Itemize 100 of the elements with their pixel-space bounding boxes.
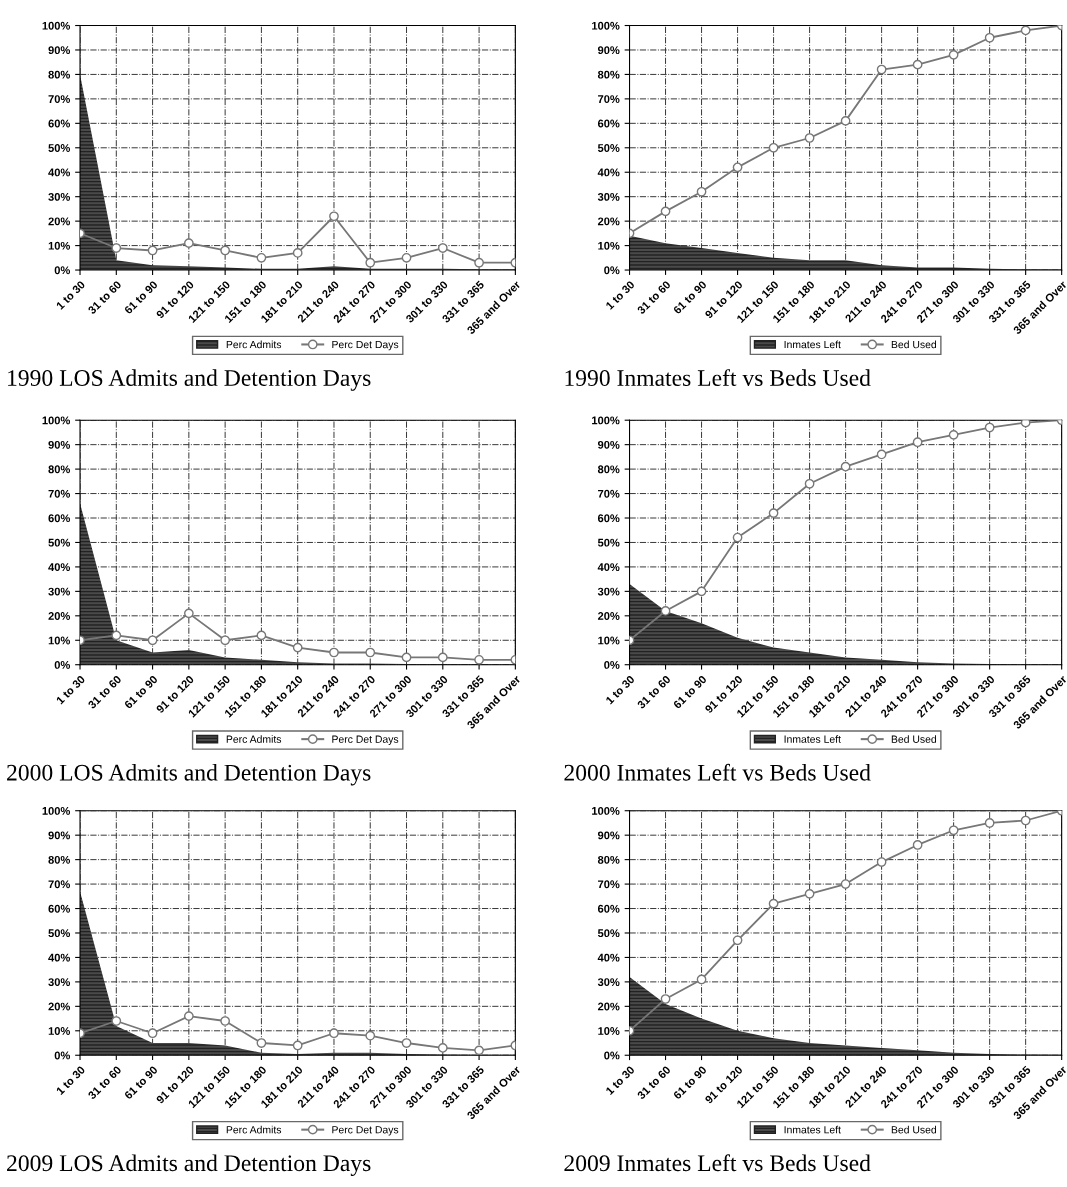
y-tick-label: 90% bbox=[597, 46, 620, 55]
point bbox=[696, 186, 707, 197]
y-tick-label: 50% bbox=[597, 929, 620, 938]
y-tick-label: 60% bbox=[597, 119, 620, 128]
point bbox=[437, 243, 448, 253]
y-tick-label: 70% bbox=[598, 489, 620, 498]
x-tick-label: 31 to 60 bbox=[87, 280, 122, 315]
legend-label: Perc Det Days bbox=[332, 735, 399, 745]
point bbox=[876, 64, 887, 75]
legend-label: Bed Used bbox=[891, 735, 937, 743]
x-tick-label: 1 to 30 bbox=[55, 1065, 86, 1096]
y-tick-label: 0% bbox=[604, 266, 620, 275]
y-tick-label: 40% bbox=[48, 168, 71, 177]
point bbox=[948, 430, 959, 440]
point bbox=[256, 630, 267, 641]
y-tick-label: 10% bbox=[598, 1027, 620, 1035]
y-tick-label: 80% bbox=[597, 465, 620, 474]
point bbox=[111, 243, 122, 253]
point bbox=[876, 857, 887, 867]
point bbox=[732, 935, 743, 946]
y-tick-label: 60% bbox=[48, 514, 71, 523]
point bbox=[329, 1028, 339, 1039]
point bbox=[292, 1040, 303, 1051]
y-tick-label: 80% bbox=[48, 70, 71, 79]
point bbox=[768, 142, 779, 153]
y-tick-label: 60% bbox=[48, 904, 71, 913]
y-tick-label: 30% bbox=[597, 978, 620, 987]
point bbox=[147, 1028, 158, 1039]
y-tick-label: 100% bbox=[42, 416, 71, 425]
point bbox=[147, 635, 158, 646]
y-tick-label: 60% bbox=[597, 514, 620, 523]
x-tick-label: 31 to 60 bbox=[87, 1065, 122, 1100]
point bbox=[256, 1038, 267, 1048]
y-tick-label: 70% bbox=[598, 880, 620, 889]
legend-label: Perc Det Days bbox=[332, 1126, 399, 1136]
y-tick-label: 30% bbox=[597, 192, 620, 201]
point bbox=[183, 238, 194, 249]
point bbox=[183, 608, 194, 619]
x-tick-label: 1 to 30 bbox=[55, 280, 86, 310]
y-tick-label: 100% bbox=[592, 21, 620, 30]
text: 1990 Inmates Left vs Beds Used bbox=[565, 369, 871, 386]
point bbox=[876, 449, 887, 460]
point bbox=[365, 1030, 376, 1041]
y-tick-label: 10% bbox=[48, 241, 71, 250]
point bbox=[220, 245, 230, 256]
point bbox=[912, 840, 923, 850]
point bbox=[660, 606, 671, 616]
point bbox=[111, 630, 122, 641]
x-tick-label: 31 to 60 bbox=[636, 1065, 671, 1100]
y-tick-label: 50% bbox=[48, 929, 71, 938]
y-tick-label: 30% bbox=[48, 978, 71, 987]
point bbox=[147, 245, 158, 256]
point bbox=[256, 252, 267, 263]
y-tick-label: 50% bbox=[48, 144, 71, 152]
y-tick-label: 40% bbox=[48, 953, 71, 962]
point bbox=[292, 248, 303, 258]
y-tick-label: 100% bbox=[592, 416, 620, 425]
y-tick-label: 50% bbox=[597, 144, 620, 152]
text: 2009 Inmates Left vs Beds Used bbox=[564, 1154, 871, 1172]
point bbox=[329, 211, 339, 222]
point bbox=[1020, 25, 1031, 36]
y-tick-label: 50% bbox=[597, 538, 620, 547]
y-tick-label: 90% bbox=[48, 440, 71, 449]
point bbox=[948, 50, 959, 60]
x-tick-label: 1 to 30 bbox=[605, 280, 635, 310]
point bbox=[437, 1043, 448, 1053]
y-tick-label: 20% bbox=[597, 217, 620, 226]
point bbox=[401, 252, 412, 263]
y-tick-label: 80% bbox=[597, 855, 620, 864]
y-tick-label: 100% bbox=[42, 21, 71, 30]
point bbox=[984, 32, 995, 43]
point bbox=[365, 257, 376, 268]
y-tick-label: 0% bbox=[604, 1051, 620, 1060]
y-tick-label: 50% bbox=[48, 538, 71, 547]
y-tick-label: 0% bbox=[54, 660, 71, 669]
y-tick-label: 20% bbox=[48, 1002, 71, 1011]
y-tick-label: 10% bbox=[48, 636, 71, 645]
legend-label: Perc Det Days bbox=[332, 340, 399, 351]
point bbox=[183, 1011, 194, 1021]
point bbox=[696, 974, 707, 985]
x-tick-label: 1 to 30 bbox=[55, 674, 86, 705]
y-tick-label: 90% bbox=[48, 46, 71, 55]
point bbox=[840, 879, 851, 889]
point bbox=[365, 647, 376, 658]
y-tick-label: 100% bbox=[42, 806, 71, 815]
y-tick-label: 20% bbox=[597, 1002, 620, 1011]
point bbox=[840, 116, 851, 126]
text: 2000 LOS Admits and Detention Days bbox=[7, 764, 371, 786]
y-tick-label: 0% bbox=[54, 266, 71, 275]
point bbox=[401, 1038, 412, 1048]
legend-label: Perc Admits bbox=[226, 1125, 282, 1134]
point bbox=[401, 652, 412, 663]
point bbox=[768, 898, 779, 909]
y-tick-label: 0% bbox=[54, 1051, 71, 1060]
y-tick-label: 70% bbox=[48, 880, 71, 889]
text: 2009 LOS Admits and Detention Days bbox=[7, 1154, 371, 1177]
point bbox=[984, 818, 995, 828]
y-tick-label: 70% bbox=[48, 489, 71, 498]
point bbox=[804, 888, 815, 899]
point bbox=[437, 652, 448, 663]
